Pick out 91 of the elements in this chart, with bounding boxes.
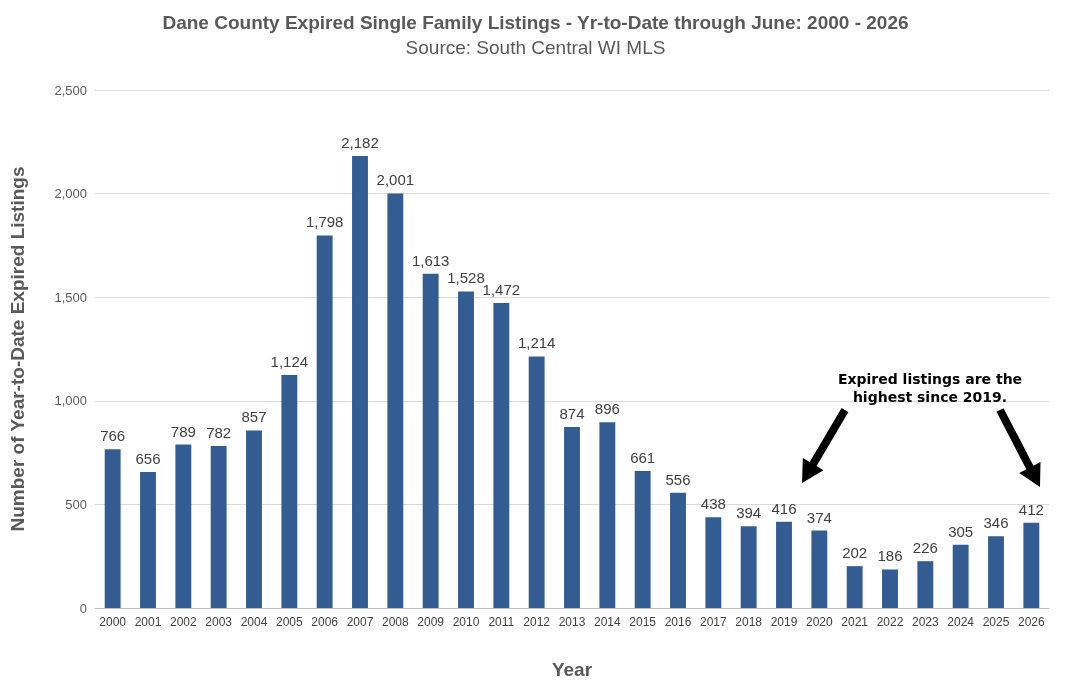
bar xyxy=(104,449,121,608)
bar xyxy=(811,530,828,608)
data-label: 374 xyxy=(806,508,832,526)
bar xyxy=(917,561,934,608)
y-tick-label: 0 xyxy=(79,600,87,616)
data-label: 857 xyxy=(241,408,267,426)
y-tick-label: 1,000 xyxy=(54,393,87,409)
data-label: 226 xyxy=(912,539,938,557)
chart-title: Dane County Expired Single Family Listings - Yr-to-Date through June: 2000 - 2026 xyxy=(162,12,909,33)
x-tick-label: 2000 xyxy=(99,615,127,629)
annotation: Expired listings are the highest since 2019. xyxy=(836,370,1024,406)
bar xyxy=(493,303,510,608)
bar xyxy=(599,422,616,608)
x-tick-label: 2007 xyxy=(346,615,374,629)
data-label: 556 xyxy=(665,470,691,488)
bar xyxy=(564,426,580,608)
x-axis-title: Year xyxy=(551,659,593,680)
data-label: 305 xyxy=(948,522,974,540)
data-label: 656 xyxy=(135,450,161,468)
y-tick-label: 1,500 xyxy=(54,289,87,305)
x-tick-label: 2010 xyxy=(452,615,480,629)
data-label: 789 xyxy=(170,422,196,440)
x-tick-label: 2002 xyxy=(169,615,197,629)
y-tick-label: 2,000 xyxy=(54,186,87,202)
data-label: 896 xyxy=(594,400,620,418)
bar xyxy=(988,536,1004,608)
data-label: 412 xyxy=(1018,500,1044,518)
data-label: 661 xyxy=(630,449,656,467)
x-tick-label: 2026 xyxy=(1017,615,1045,629)
x-tick-label: 2005 xyxy=(275,615,303,629)
data-label: 1,124 xyxy=(270,353,309,371)
x-tick-label: 2001 xyxy=(134,615,162,629)
x-tick-label: 2003 xyxy=(205,615,233,629)
x-tick-label: 2015 xyxy=(629,615,657,629)
x-tick-label: 2009 xyxy=(417,615,445,629)
x-tick-label: 2004 xyxy=(240,615,268,629)
y-tick-label: 2,500 xyxy=(54,82,87,98)
bar xyxy=(846,566,863,608)
data-label: 782 xyxy=(206,423,232,441)
bar xyxy=(352,155,368,608)
x-tick-label: 2006 xyxy=(311,615,339,629)
data-label: 394 xyxy=(736,504,762,522)
data-label: 874 xyxy=(559,404,585,422)
data-label: 766 xyxy=(100,427,126,445)
y-axis-title: Number of Year-to-Date Expired Listings xyxy=(7,166,28,532)
bar xyxy=(1023,522,1040,608)
x-tick-label: 2023 xyxy=(911,615,939,629)
bar xyxy=(952,544,969,608)
bar xyxy=(175,444,192,608)
data-label: 416 xyxy=(771,499,797,517)
data-label: 1,214 xyxy=(517,334,556,352)
x-tick-label: 2019 xyxy=(770,615,798,629)
x-tick-label: 2020 xyxy=(805,615,833,629)
data-label: 438 xyxy=(700,495,726,513)
bar xyxy=(281,375,298,608)
x-tick-label: 2024 xyxy=(947,615,975,629)
x-tick-label: 2011 xyxy=(488,615,515,629)
data-label: 1,613 xyxy=(411,251,450,269)
data-label: 2,001 xyxy=(376,171,415,189)
data-label: 186 xyxy=(877,547,903,565)
x-tick-label: 2021 xyxy=(841,615,869,629)
bar xyxy=(882,569,898,608)
y-tick-label: 500 xyxy=(65,496,87,512)
bar xyxy=(458,291,474,608)
data-label: 202 xyxy=(842,544,868,562)
x-tick-label: 2013 xyxy=(558,615,586,629)
bar xyxy=(705,517,722,608)
x-tick-label: 2018 xyxy=(735,615,763,629)
x-tick-label: 2014 xyxy=(593,615,621,629)
bar xyxy=(528,356,545,608)
x-tick-label: 2016 xyxy=(664,615,692,629)
x-tick-label: 2017 xyxy=(699,615,727,629)
bar xyxy=(387,193,404,608)
bar xyxy=(670,492,686,608)
bar xyxy=(316,235,333,608)
bar xyxy=(246,430,262,608)
x-tick-label: 2022 xyxy=(876,615,904,629)
bar xyxy=(776,521,792,608)
data-label: 346 xyxy=(983,514,1009,532)
bar xyxy=(634,471,651,608)
data-label: 2,182 xyxy=(341,133,379,151)
data-label: 1,798 xyxy=(305,213,344,231)
x-tick-label: 2008 xyxy=(381,615,409,629)
x-tick-label: 2025 xyxy=(982,615,1010,629)
bar xyxy=(140,472,156,608)
data-label: 1,528 xyxy=(447,269,485,287)
chart-subtitle: Source: South Central WI MLS xyxy=(405,37,666,58)
bar xyxy=(210,445,227,608)
x-tick-label: 2012 xyxy=(523,615,551,629)
bar xyxy=(422,273,439,608)
bar xyxy=(740,526,757,608)
